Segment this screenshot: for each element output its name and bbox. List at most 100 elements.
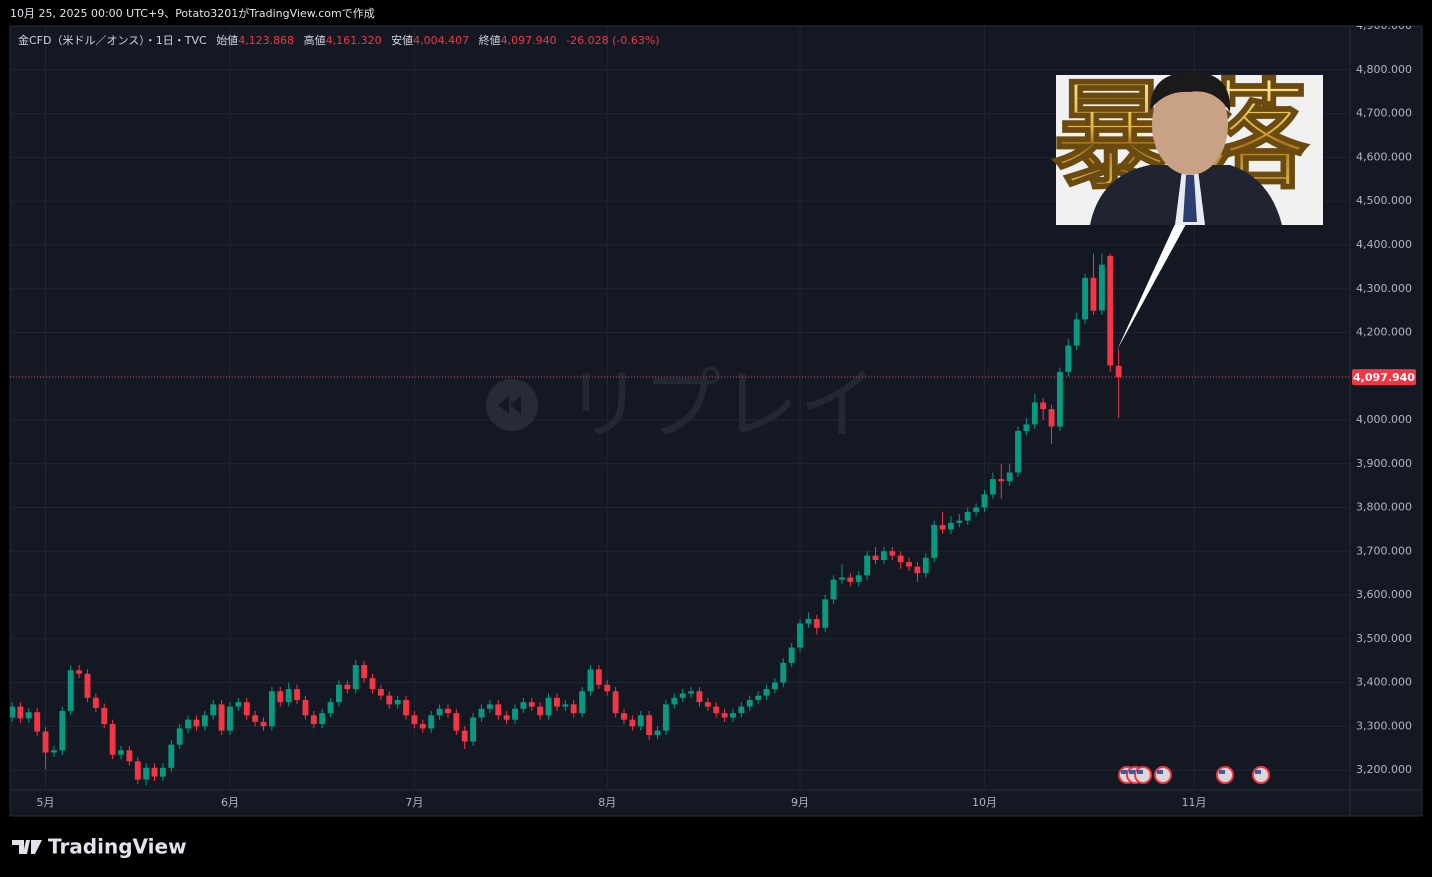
last-price-label: 4,097.940	[1353, 371, 1415, 384]
candle-body	[76, 670, 83, 674]
candle-body	[285, 689, 292, 703]
candle-body	[830, 579, 837, 600]
candle-body	[579, 691, 586, 714]
candle-body	[646, 715, 653, 736]
candle-body	[159, 767, 166, 777]
candle-body	[1115, 365, 1122, 378]
candle-body	[436, 708, 443, 716]
candle-body	[797, 623, 803, 648]
candle-body	[805, 619, 812, 624]
candle-body	[134, 761, 141, 780]
candle-body	[939, 525, 946, 530]
y-tick-label: 3,400.000	[1356, 676, 1412, 689]
change-value: -26.028 (-0.63%)	[566, 34, 659, 47]
candle-body	[227, 706, 233, 731]
candle-body	[587, 669, 594, 692]
candle-body	[419, 724, 426, 729]
candle-body	[562, 704, 569, 707]
candle-body	[553, 697, 560, 707]
candle-body	[101, 707, 108, 725]
legend-line: 金CFD（米ドル／オンス）・1日・TVC 始値4,123.868 高値4,161…	[18, 33, 660, 47]
y-tick-label: 4,700.000	[1356, 107, 1412, 120]
candle-body	[654, 730, 661, 736]
open-value: 4,123.868	[238, 34, 294, 47]
candle-body	[545, 697, 552, 716]
candle-body	[864, 555, 871, 576]
x-tick-label: 11月	[1182, 796, 1207, 809]
candle-body	[294, 689, 300, 701]
candle-body	[755, 695, 762, 701]
open-label: 始値	[216, 33, 238, 47]
candle-body	[671, 697, 678, 705]
face	[1152, 75, 1228, 175]
candle-body	[151, 767, 158, 777]
symbol: 金CFD（米ドル／オンス）・1日・TVC	[18, 33, 207, 47]
y-tick-label: 4,300.000	[1356, 282, 1412, 295]
candle-body	[704, 702, 711, 707]
footer: TradingView	[12, 835, 187, 859]
candle-body	[185, 719, 191, 729]
candle-body	[679, 693, 686, 698]
y-tick-label: 4,000.000	[1356, 413, 1412, 426]
candle-body	[118, 750, 124, 755]
last-price-box	[1352, 369, 1416, 386]
candle-body	[746, 700, 753, 707]
candle-body	[143, 767, 150, 780]
candle-body	[537, 706, 544, 716]
close-value: 4,097.940	[501, 34, 557, 47]
candle-body	[50, 750, 57, 753]
candle-body	[612, 691, 619, 714]
candle-body	[780, 662, 787, 683]
candle-body	[352, 665, 359, 690]
candle-body	[948, 522, 954, 530]
candle-body	[109, 724, 116, 755]
candle-body	[369, 678, 376, 690]
candle-body	[25, 712, 32, 719]
candle-body	[344, 684, 351, 690]
candle-body	[126, 750, 133, 762]
candle-body	[403, 700, 409, 716]
candle-body	[210, 704, 217, 716]
candle-body	[822, 599, 829, 628]
candle-body	[595, 669, 602, 685]
y-tick-label: 3,500.000	[1356, 632, 1412, 645]
candle-body	[931, 525, 938, 558]
candle-body	[621, 713, 627, 720]
y-tick-label: 4,900.000	[1356, 19, 1412, 32]
low-value: 4,004.407	[413, 34, 469, 47]
candle-body	[721, 713, 728, 718]
candle-body	[218, 704, 225, 731]
speech-tail	[1117, 224, 1186, 350]
candle-body	[243, 702, 250, 716]
candle-body	[1073, 319, 1080, 346]
candle-body	[17, 706, 24, 719]
candle-body	[302, 700, 309, 716]
candle-body	[1065, 345, 1072, 372]
watermark: リプレイ	[486, 360, 877, 450]
annotation-image: 暴落	[1051, 66, 1323, 350]
y-tick-label: 3,200.000	[1356, 763, 1412, 776]
candle-body	[386, 695, 393, 705]
header-caption: 10月 25, 2025 00:00 UTC+9、Potato3201がTrad…	[10, 6, 375, 20]
candle-body	[34, 712, 41, 732]
candle-body	[696, 691, 703, 703]
candle-body	[268, 691, 275, 727]
event-flags	[1118, 766, 1270, 784]
low-label: 安値	[391, 33, 413, 47]
candle-body	[1082, 277, 1089, 320]
candle-body	[1015, 430, 1021, 473]
candle-body	[629, 719, 636, 727]
candle-body	[1107, 255, 1114, 366]
candle-body	[512, 708, 518, 720]
candle-body	[1090, 277, 1097, 311]
x-tick-label: 9月	[791, 796, 809, 809]
y-tick-label: 3,600.000	[1356, 588, 1412, 601]
candle-body	[688, 691, 695, 694]
x-tick-label: 5月	[37, 796, 55, 809]
candle-body	[470, 717, 477, 742]
candle-body	[847, 577, 854, 582]
candle-body	[1057, 371, 1063, 427]
y-tick-label: 3,800.000	[1356, 501, 1412, 514]
candle-body	[67, 670, 74, 711]
logo-mark	[12, 840, 42, 854]
